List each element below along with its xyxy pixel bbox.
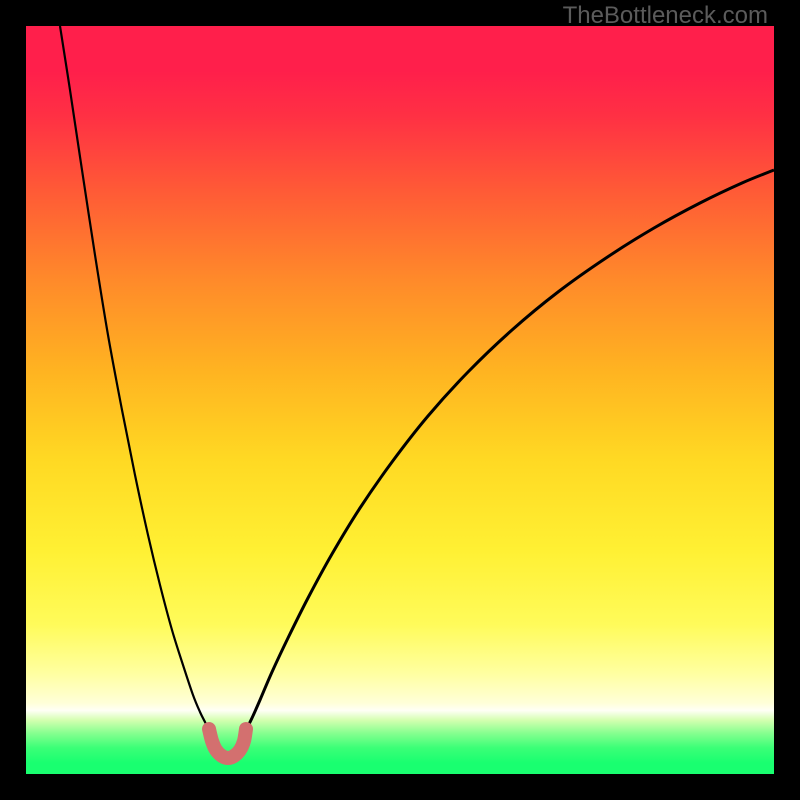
plot-background-gradient bbox=[26, 26, 774, 774]
chart-stage: TheBottleneck.com bbox=[0, 0, 800, 800]
watermark-text: TheBottleneck.com bbox=[563, 2, 768, 30]
